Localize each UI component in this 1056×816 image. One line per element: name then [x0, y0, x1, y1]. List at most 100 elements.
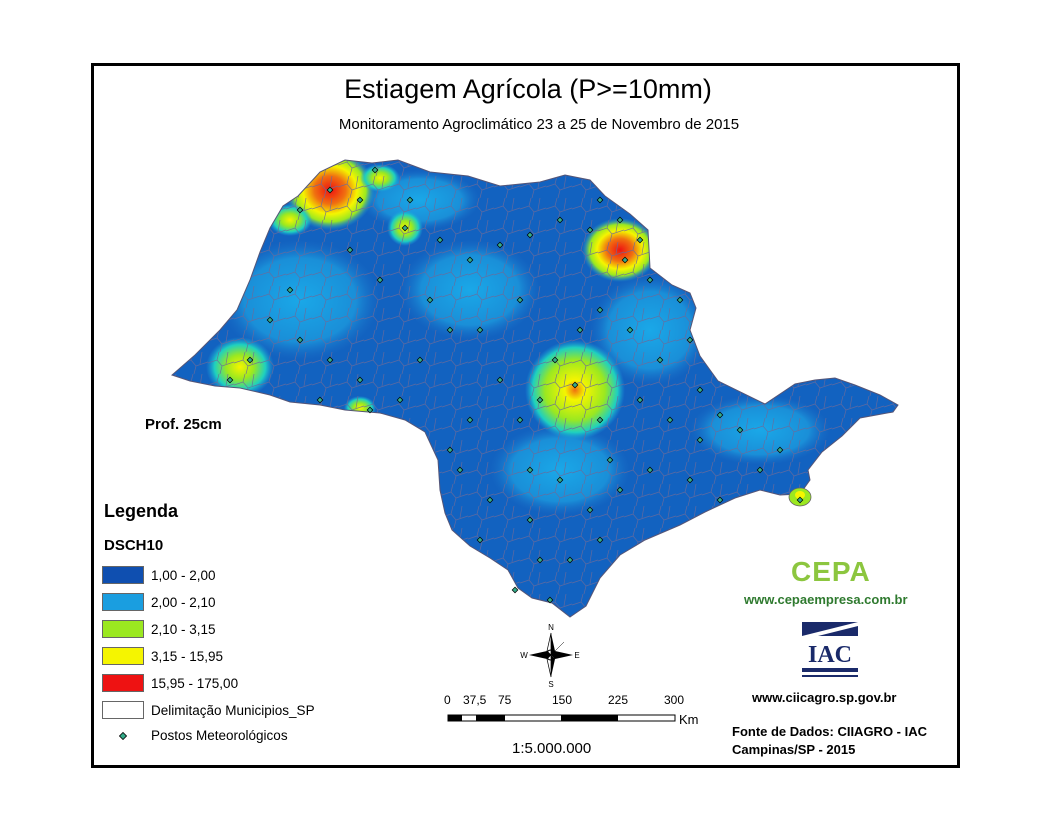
depth-label: Prof. 25cm: [145, 416, 222, 433]
station-marker: [571, 381, 579, 389]
station-marker: [416, 356, 424, 364]
station-marker: [371, 166, 379, 174]
legend-swatch: [102, 566, 144, 584]
legend-swatch: [102, 701, 144, 719]
legend-swatch: [102, 620, 144, 638]
legend-label: 1,00 - 2,00: [151, 567, 216, 583]
scale-tick: 300: [664, 693, 685, 707]
station-marker: [696, 386, 704, 394]
station-marker: [246, 356, 254, 364]
station-marker: [546, 596, 554, 604]
station-marker: [536, 396, 544, 404]
station-marker: [626, 326, 634, 334]
legend-class-4: 3,15 - 15,95: [102, 646, 223, 666]
compass-north: N: [548, 623, 554, 632]
station-marker: [516, 296, 524, 304]
legend-swatch: [102, 647, 144, 665]
scale-tick: 225: [608, 693, 629, 707]
station-marker: [466, 256, 474, 264]
station-marker: [496, 241, 504, 249]
station-marker: [376, 276, 384, 284]
legend-label: Delimitação Municipios_SP: [151, 702, 315, 718]
legend-title: Legenda: [104, 501, 179, 521]
station-marker: [716, 411, 724, 419]
station-marker: [716, 496, 724, 504]
station-marker: [606, 456, 614, 464]
station-marker: [586, 226, 594, 234]
station-marker: [226, 376, 234, 384]
station-marker: [636, 236, 644, 244]
legend-boundary: Delimitação Municipios_SP: [102, 700, 315, 720]
station-marker: [736, 426, 744, 434]
station-marker: [526, 516, 534, 524]
scale-tick: 0: [444, 693, 451, 707]
weather-stations: [226, 166, 804, 604]
station-marker: [696, 436, 704, 444]
station-marker: [616, 216, 624, 224]
legend-label: 2,00 - 2,10: [151, 594, 216, 610]
station-marker: [316, 396, 324, 404]
station-marker: [396, 396, 404, 404]
station-marker: [446, 446, 454, 454]
compass-rose: N S E W: [520, 623, 579, 689]
legend-swatch: [102, 674, 144, 692]
station-marker: [596, 306, 604, 314]
station-marker: [646, 276, 654, 284]
station-marker: [466, 416, 474, 424]
legend-class-1: 1,00 - 2,00: [102, 565, 216, 585]
station-marker: [326, 356, 334, 364]
station-marker: [636, 396, 644, 404]
legend-stations: Postos Meteorológicos: [102, 728, 288, 743]
scale-bar: [447, 714, 676, 722]
station-marker: [596, 416, 604, 424]
station-marker: [686, 336, 694, 344]
cepa-url: www.cepaempresa.com.br: [744, 592, 908, 607]
source-line-2: Campinas/SP - 2015: [732, 742, 856, 757]
station-marker: [566, 556, 574, 564]
scale-unit: Km: [679, 712, 699, 727]
station-marker: [476, 536, 484, 544]
scale-tick: 75: [498, 693, 512, 707]
legend-class-3: 2,10 - 3,15: [102, 619, 216, 639]
source-line-1: Fonte de Dados: CIIAGRO - IAC: [732, 724, 927, 739]
station-marker: [266, 316, 274, 324]
station-marker: [576, 326, 584, 334]
station-marker: [756, 466, 764, 474]
station-marker: [446, 326, 454, 334]
ciiagro-url: www.ciicagro.sp.gov.br: [752, 690, 897, 705]
station-marker: [796, 496, 804, 504]
station-marker: [356, 196, 364, 204]
map-frame: [91, 63, 960, 768]
scale-tick: 37,5: [463, 693, 487, 707]
legend-label: 3,15 - 15,95: [151, 648, 224, 664]
station-marker: [456, 466, 464, 474]
station-marker: [496, 376, 504, 384]
station-marker: [476, 326, 484, 334]
station-marker: [366, 406, 374, 414]
map-title: Estiagem Agrícola (P>=10mm): [344, 74, 712, 104]
station-marker: [406, 196, 414, 204]
station-marker: [356, 376, 364, 384]
legend-class-2: 2,00 - 2,10: [102, 592, 216, 612]
station-marker: [426, 296, 434, 304]
cepa-logo: CEPA: [791, 556, 871, 587]
station-marker-icon: [102, 731, 144, 740]
legend-layer-name: DSCH10: [104, 537, 164, 554]
station-marker: [616, 486, 624, 494]
station-marker: [666, 416, 674, 424]
station-marker: [286, 286, 294, 294]
station-marker: [326, 186, 334, 194]
station-marker: [556, 216, 564, 224]
station-marker: [346, 246, 354, 254]
station-marker: [776, 446, 784, 454]
iac-logo-text: IAC: [808, 642, 852, 668]
compass-east: E: [574, 651, 579, 660]
station-marker: [586, 506, 594, 514]
station-marker: [486, 496, 494, 504]
station-marker: [436, 236, 444, 244]
data-source: Fonte de Dados: CIIAGRO - IAC Campinas/S…: [732, 723, 927, 759]
station-marker: [296, 336, 304, 344]
legend-label: 2,10 - 3,15: [151, 621, 216, 637]
legend-label: Postos Meteorológicos: [151, 728, 288, 743]
